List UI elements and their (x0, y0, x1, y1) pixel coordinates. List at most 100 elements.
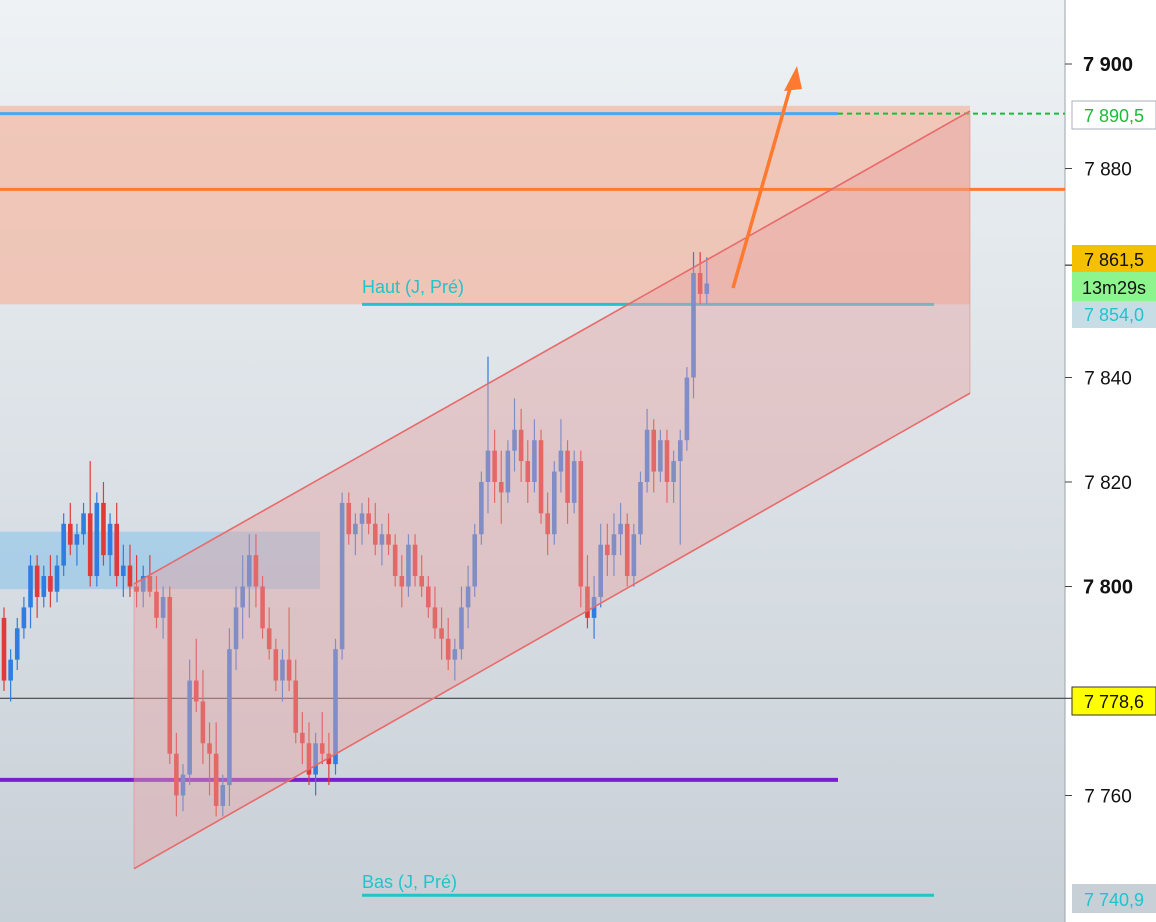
candle-body (28, 565, 33, 608)
y-tick-label: 7 800 (1083, 577, 1133, 599)
candle-body (697, 273, 703, 294)
candle-body (392, 544, 398, 577)
candle-body (114, 523, 120, 577)
candle-body (538, 440, 544, 514)
resistance-zone (0, 105, 970, 305)
candle-body (445, 638, 451, 660)
demand-zone (0, 531, 320, 590)
candle-body (41, 576, 47, 597)
candle-body (372, 523, 378, 545)
candle-body (333, 649, 338, 765)
candle-body (571, 461, 577, 503)
candle-body (107, 523, 113, 556)
candle-body (21, 607, 27, 629)
candle-body (160, 596, 166, 618)
candle-body (671, 461, 676, 482)
candle-body (525, 461, 531, 482)
candle-body (585, 586, 590, 618)
candle-body (94, 502, 100, 577)
arrow-head (784, 66, 802, 91)
candle-body (319, 743, 325, 754)
tag-7740: 7 740,9 (1084, 890, 1144, 910)
candle-body (54, 565, 60, 592)
candle-body (174, 753, 179, 796)
candle-body (280, 659, 285, 681)
candle-body (485, 450, 491, 482)
candle-body (187, 680, 192, 775)
candle-body (492, 450, 497, 482)
candle-body (253, 555, 259, 587)
candle-body (518, 429, 524, 462)
candle-body (247, 555, 252, 587)
candle-body (379, 534, 385, 545)
candle-body (227, 649, 232, 786)
candle-body (419, 576, 424, 587)
candle-body (512, 429, 517, 451)
candle-body (213, 753, 219, 806)
candle-body (353, 523, 358, 535)
high-prev-label: Haut (J, Pré) (362, 277, 464, 297)
candle-body (638, 482, 643, 535)
tag-7861: 7 861,5 (1084, 250, 1144, 270)
candle-body (74, 534, 80, 545)
candle-body (704, 283, 710, 294)
tag-timer: 13m29s (1082, 278, 1146, 298)
candle-body (505, 450, 511, 493)
channel-lower-line[interactable] (133, 392, 971, 870)
candle-body (68, 523, 73, 545)
candle-body (658, 440, 663, 472)
candle-body (558, 450, 564, 472)
y-tick-label: 7 900 (1083, 54, 1133, 76)
candle-body (664, 440, 670, 482)
candle-body (406, 544, 411, 587)
candle-body (366, 513, 371, 524)
tag-timer-bg (1072, 272, 1156, 301)
tag-7854: 7 854,0 (1084, 305, 1144, 325)
tag-7861-bg (1072, 245, 1156, 272)
candle-body (631, 534, 637, 577)
candle-body (551, 471, 557, 535)
price-tags: 7 890,5 7 861,5 13m29s 7 854,0 7 778,6 7… (1071, 100, 1156, 913)
candle-body (359, 513, 365, 524)
price-axis: 7 900 7 880 7 840 7 820 7 800 7 760 (1065, 54, 1133, 808)
candle-body (240, 586, 245, 608)
candle-body (644, 429, 650, 482)
candle-body (306, 743, 312, 775)
candle-body (578, 461, 584, 587)
y-tick-label: 7 820 (1084, 473, 1132, 494)
candle-body (532, 440, 537, 482)
candle-body (8, 659, 13, 681)
tag-7740-bg (1072, 884, 1156, 913)
tag-7778: 7 778,6 (1084, 692, 1144, 712)
candle-body (339, 502, 345, 650)
candle-body (34, 565, 40, 597)
projection-arrow (731, 66, 802, 289)
candle-body (399, 576, 405, 587)
candle-body (134, 586, 139, 592)
candle-body (386, 534, 391, 545)
candle-body (326, 753, 332, 765)
candle-body (266, 628, 272, 650)
candle-body (200, 701, 206, 744)
channel-upper-line[interactable] (133, 110, 971, 585)
candle-body (260, 586, 265, 629)
candle-body (565, 450, 570, 503)
candle-body (61, 523, 66, 566)
candle-body (147, 576, 153, 592)
candle-body (273, 649, 279, 681)
candle-body (14, 628, 20, 660)
candle-body (412, 544, 418, 577)
candle-body (624, 523, 630, 577)
candle-body (677, 440, 683, 462)
candle-body (684, 377, 690, 441)
candle-body (346, 502, 352, 535)
candle-body (426, 586, 431, 608)
candle-body (1, 617, 7, 681)
candle-body (140, 576, 146, 592)
candle-body (207, 743, 212, 754)
tag-7778-bg (1071, 686, 1156, 716)
candle-body (605, 544, 610, 556)
candle-body (611, 534, 617, 556)
candle-body (651, 429, 657, 472)
